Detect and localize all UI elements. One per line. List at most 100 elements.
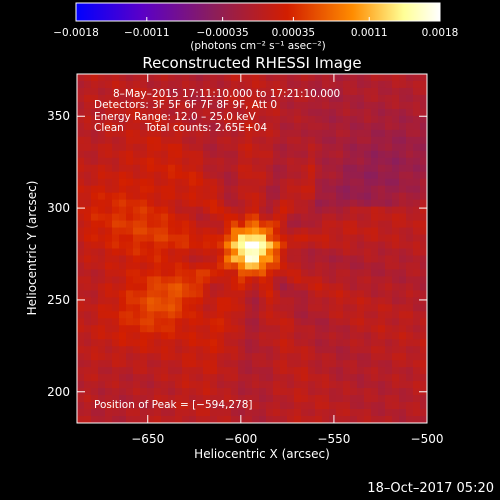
image-pixel: [196, 332, 204, 340]
image-pixel: [357, 416, 365, 423]
image-pixel: [378, 227, 386, 236]
image-pixel: [175, 234, 183, 243]
image-pixel: [112, 150, 120, 159]
image-pixel: [196, 241, 204, 250]
image-pixel: [189, 304, 197, 312]
image-pixel: [266, 129, 274, 138]
image-pixel: [371, 74, 379, 82]
image-pixel: [147, 171, 155, 180]
image-pixel: [364, 262, 372, 271]
image-pixel: [315, 339, 323, 347]
image-pixel: [266, 74, 274, 82]
image-pixel: [350, 115, 358, 124]
image-pixel: [133, 108, 141, 117]
image-pixel: [154, 262, 162, 271]
image-pixel: [413, 269, 421, 278]
image-pixel: [343, 262, 351, 271]
image-pixel: [224, 164, 232, 173]
image-pixel: [224, 395, 232, 403]
image-pixel: [378, 332, 386, 340]
image-pixel: [231, 220, 239, 229]
image-pixel: [273, 283, 281, 291]
image-pixel: [294, 115, 302, 124]
image-pixel: [399, 101, 407, 110]
image-pixel: [189, 269, 197, 278]
image-pixel: [364, 388, 372, 396]
image-pixel: [392, 416, 400, 423]
image-pixel: [161, 199, 169, 208]
image-pixel: [126, 290, 134, 298]
image-pixel: [336, 283, 344, 291]
image-pixel: [182, 171, 190, 180]
image-pixel: [154, 171, 162, 180]
image-pixel: [168, 115, 176, 124]
image-pixel: [371, 339, 379, 347]
image-pixel: [210, 220, 218, 229]
image-pixel: [280, 74, 288, 82]
image-pixel: [126, 297, 134, 305]
image-pixel: [91, 276, 99, 284]
image-pixel: [252, 367, 260, 375]
image-pixel: [273, 311, 281, 319]
image-pixel: [350, 199, 358, 208]
image-pixel: [315, 171, 323, 180]
image-pixel: [385, 129, 393, 138]
image-pixel: [343, 185, 351, 194]
image-pixel: [315, 332, 323, 340]
image-pixel: [259, 178, 267, 187]
image-pixel: [217, 115, 225, 124]
image-pixel: [259, 283, 267, 291]
image-pixel: [364, 136, 372, 145]
image-pixel: [189, 213, 197, 222]
image-pixel: [203, 381, 211, 389]
image-pixel: [294, 283, 302, 291]
image-pixel: [413, 290, 421, 298]
image-pixel: [392, 171, 400, 180]
image-pixel: [133, 339, 141, 347]
image-pixel: [308, 402, 316, 410]
image-pixel: [140, 353, 148, 361]
image-pixel: [224, 157, 232, 166]
image-pixel: [119, 101, 127, 110]
image-pixel: [210, 234, 218, 243]
image-pixel: [406, 339, 414, 347]
image-pixel: [259, 325, 267, 333]
image-pixel: [301, 325, 309, 333]
image-pixel: [252, 143, 260, 152]
image-pixel: [273, 346, 281, 354]
image-pixel: [315, 234, 323, 243]
image-pixel: [378, 248, 386, 257]
image-pixel: [210, 157, 218, 166]
image-pixel: [119, 80, 127, 89]
image-pixel: [175, 115, 183, 124]
image-pixel: [154, 255, 162, 264]
image-pixel: [420, 311, 427, 319]
image-pixel: [98, 374, 106, 382]
image-pixel: [112, 367, 120, 375]
image-pixel: [385, 269, 393, 278]
image-pixel: [91, 360, 99, 368]
image-pixel: [245, 416, 253, 423]
image-pixel: [147, 332, 155, 340]
image-pixel: [350, 94, 358, 103]
image-pixel: [196, 416, 204, 423]
image-pixel: [175, 185, 183, 194]
image-pixel: [252, 297, 260, 305]
image-pixel: [350, 388, 358, 396]
image-pixel: [140, 325, 148, 333]
image-pixel: [147, 339, 155, 347]
image-pixel: [182, 304, 190, 312]
image-pixel: [98, 80, 106, 89]
image-pixel: [357, 395, 365, 403]
image-pixel: [252, 283, 260, 291]
image-pixel: [245, 157, 253, 166]
image-pixel: [140, 395, 148, 403]
image-pixel: [364, 101, 372, 110]
image-pixel: [371, 276, 379, 284]
image-pixel: [364, 241, 372, 250]
image-pixel: [280, 101, 288, 110]
image-pixel: [210, 213, 218, 222]
image-pixel: [343, 87, 351, 96]
image-pixel: [301, 178, 309, 187]
image-pixel: [168, 122, 176, 131]
